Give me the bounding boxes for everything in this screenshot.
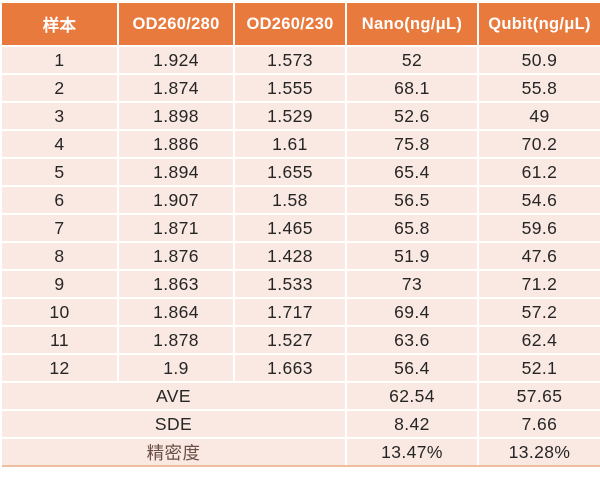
header-row: 样本 OD260/280 OD260/230 Nano(ng/μL) Qubit…: [2, 3, 600, 47]
cell-od260-230: 1.717: [233, 298, 346, 327]
cell-nano: 75.8: [345, 130, 478, 159]
cell-qubit: 50.9: [477, 46, 600, 75]
cell-od260-230: 1.573: [233, 46, 346, 75]
table-row: 7 1.871 1.465 65.8 59.6: [2, 214, 600, 243]
cell-sample: 11: [2, 326, 118, 355]
cell-nano: 51.9: [345, 242, 478, 271]
cell-od260-230: 1.527: [233, 326, 346, 355]
cell-od260-230: 1.655: [233, 158, 346, 187]
cell-nano: 65.4: [345, 158, 478, 187]
header-nano: Nano(ng/μL): [345, 3, 478, 47]
cell-qubit: 59.6: [477, 214, 600, 243]
cell-qubit: 71.2: [477, 270, 600, 299]
table-row: 6 1.907 1.58 56.5 54.6: [2, 186, 600, 215]
cell-od260-230: 1.58: [233, 186, 346, 215]
summary-row-ave: AVE 62.54 57.65: [2, 382, 600, 411]
cell-od260-280: 1.864: [117, 298, 234, 327]
cell-sample: 8: [2, 242, 118, 271]
header-od260-230: OD260/230: [233, 3, 346, 47]
cell-nano-sde: 8.42: [345, 410, 478, 439]
cell-od260-280: 1.898: [117, 102, 234, 131]
table-row: 8 1.876 1.428 51.9 47.6: [2, 242, 600, 271]
cell-qubit-sde: 7.66: [477, 410, 600, 439]
cell-od260-280: 1.9: [117, 354, 234, 383]
cell-od260-230: 1.663: [233, 354, 346, 383]
cell-sample: 10: [2, 298, 118, 327]
table-row: 5 1.894 1.655 65.4 61.2: [2, 158, 600, 187]
cell-nano: 73: [345, 270, 478, 299]
table-row: 1 1.924 1.573 52 50.9: [2, 46, 600, 75]
table-row: 10 1.864 1.717 69.4 57.2: [2, 298, 600, 327]
cell-nano: 56.5: [345, 186, 478, 215]
cell-qubit: 57.2: [477, 298, 600, 327]
cell-od260-280: 1.894: [117, 158, 234, 187]
cell-od260-280: 1.924: [117, 46, 234, 75]
cell-sample: 3: [2, 102, 118, 131]
cell-qubit: 47.6: [477, 242, 600, 271]
cell-sample: 7: [2, 214, 118, 243]
cell-qubit: 52.1: [477, 354, 600, 383]
table-row: 12 1.9 1.663 56.4 52.1: [2, 354, 600, 383]
summary-row-precision: 精密度 13.47% 13.28%: [2, 438, 600, 467]
cell-od260-280: 1.907: [117, 186, 234, 215]
cell-sample: 12: [2, 354, 118, 383]
cell-od260-230: 1.533: [233, 270, 346, 299]
cell-od260-230: 1.428: [233, 242, 346, 271]
cell-qubit: 70.2: [477, 130, 600, 159]
cell-qubit-precision: 13.28%: [477, 438, 600, 467]
cell-od260-230: 1.61: [233, 130, 346, 159]
cell-od260-280: 1.874: [117, 74, 234, 103]
summary-label-precision: 精密度: [2, 438, 346, 467]
table-row: 3 1.898 1.529 52.6 49: [2, 102, 600, 131]
cell-sample: 2: [2, 74, 118, 103]
cell-od260-230: 1.555: [233, 74, 346, 103]
cell-nano: 65.8: [345, 214, 478, 243]
cell-nano-precision: 13.47%: [345, 438, 478, 467]
cell-sample: 4: [2, 130, 118, 159]
table-row: 9 1.863 1.533 73 71.2: [2, 270, 600, 299]
cell-sample: 9: [2, 270, 118, 299]
table-row: 4 1.886 1.61 75.8 70.2: [2, 130, 600, 159]
cell-nano-ave: 62.54: [345, 382, 478, 411]
sample-qc-table: 样本 OD260/280 OD260/230 Nano(ng/μL) Qubit…: [2, 3, 600, 467]
cell-sample: 6: [2, 186, 118, 215]
header-od260-280: OD260/280: [117, 3, 234, 47]
cell-nano: 52.6: [345, 102, 478, 131]
cell-od260-280: 1.886: [117, 130, 234, 159]
cell-od260-280: 1.876: [117, 242, 234, 271]
cell-nano: 69.4: [345, 298, 478, 327]
cell-od260-280: 1.871: [117, 214, 234, 243]
cell-sample: 5: [2, 158, 118, 187]
cell-qubit: 49: [477, 102, 600, 131]
table-row: 11 1.878 1.527 63.6 62.4: [2, 326, 600, 355]
qc-table-container: 样本 OD260/280 OD260/230 Nano(ng/μL) Qubit…: [2, 3, 600, 467]
cell-od260-280: 1.863: [117, 270, 234, 299]
cell-nano: 63.6: [345, 326, 478, 355]
cell-nano: 68.1: [345, 74, 478, 103]
cell-sample: 1: [2, 46, 118, 75]
table-row: 2 1.874 1.555 68.1 55.8: [2, 74, 600, 103]
cell-qubit: 61.2: [477, 158, 600, 187]
summary-label-ave: AVE: [2, 382, 346, 411]
header-sample: 样本: [2, 3, 118, 47]
header-qubit: Qubit(ng/μL): [477, 3, 600, 47]
cell-od260-230: 1.465: [233, 214, 346, 243]
cell-nano: 52: [345, 46, 478, 75]
cell-od260-230: 1.529: [233, 102, 346, 131]
cell-od260-280: 1.878: [117, 326, 234, 355]
cell-nano: 56.4: [345, 354, 478, 383]
cell-qubit: 62.4: [477, 326, 600, 355]
summary-row-sde: SDE 8.42 7.66: [2, 410, 600, 439]
cell-qubit: 54.6: [477, 186, 600, 215]
cell-qubit: 55.8: [477, 74, 600, 103]
cell-qubit-ave: 57.65: [477, 382, 600, 411]
summary-label-sde: SDE: [2, 410, 346, 439]
